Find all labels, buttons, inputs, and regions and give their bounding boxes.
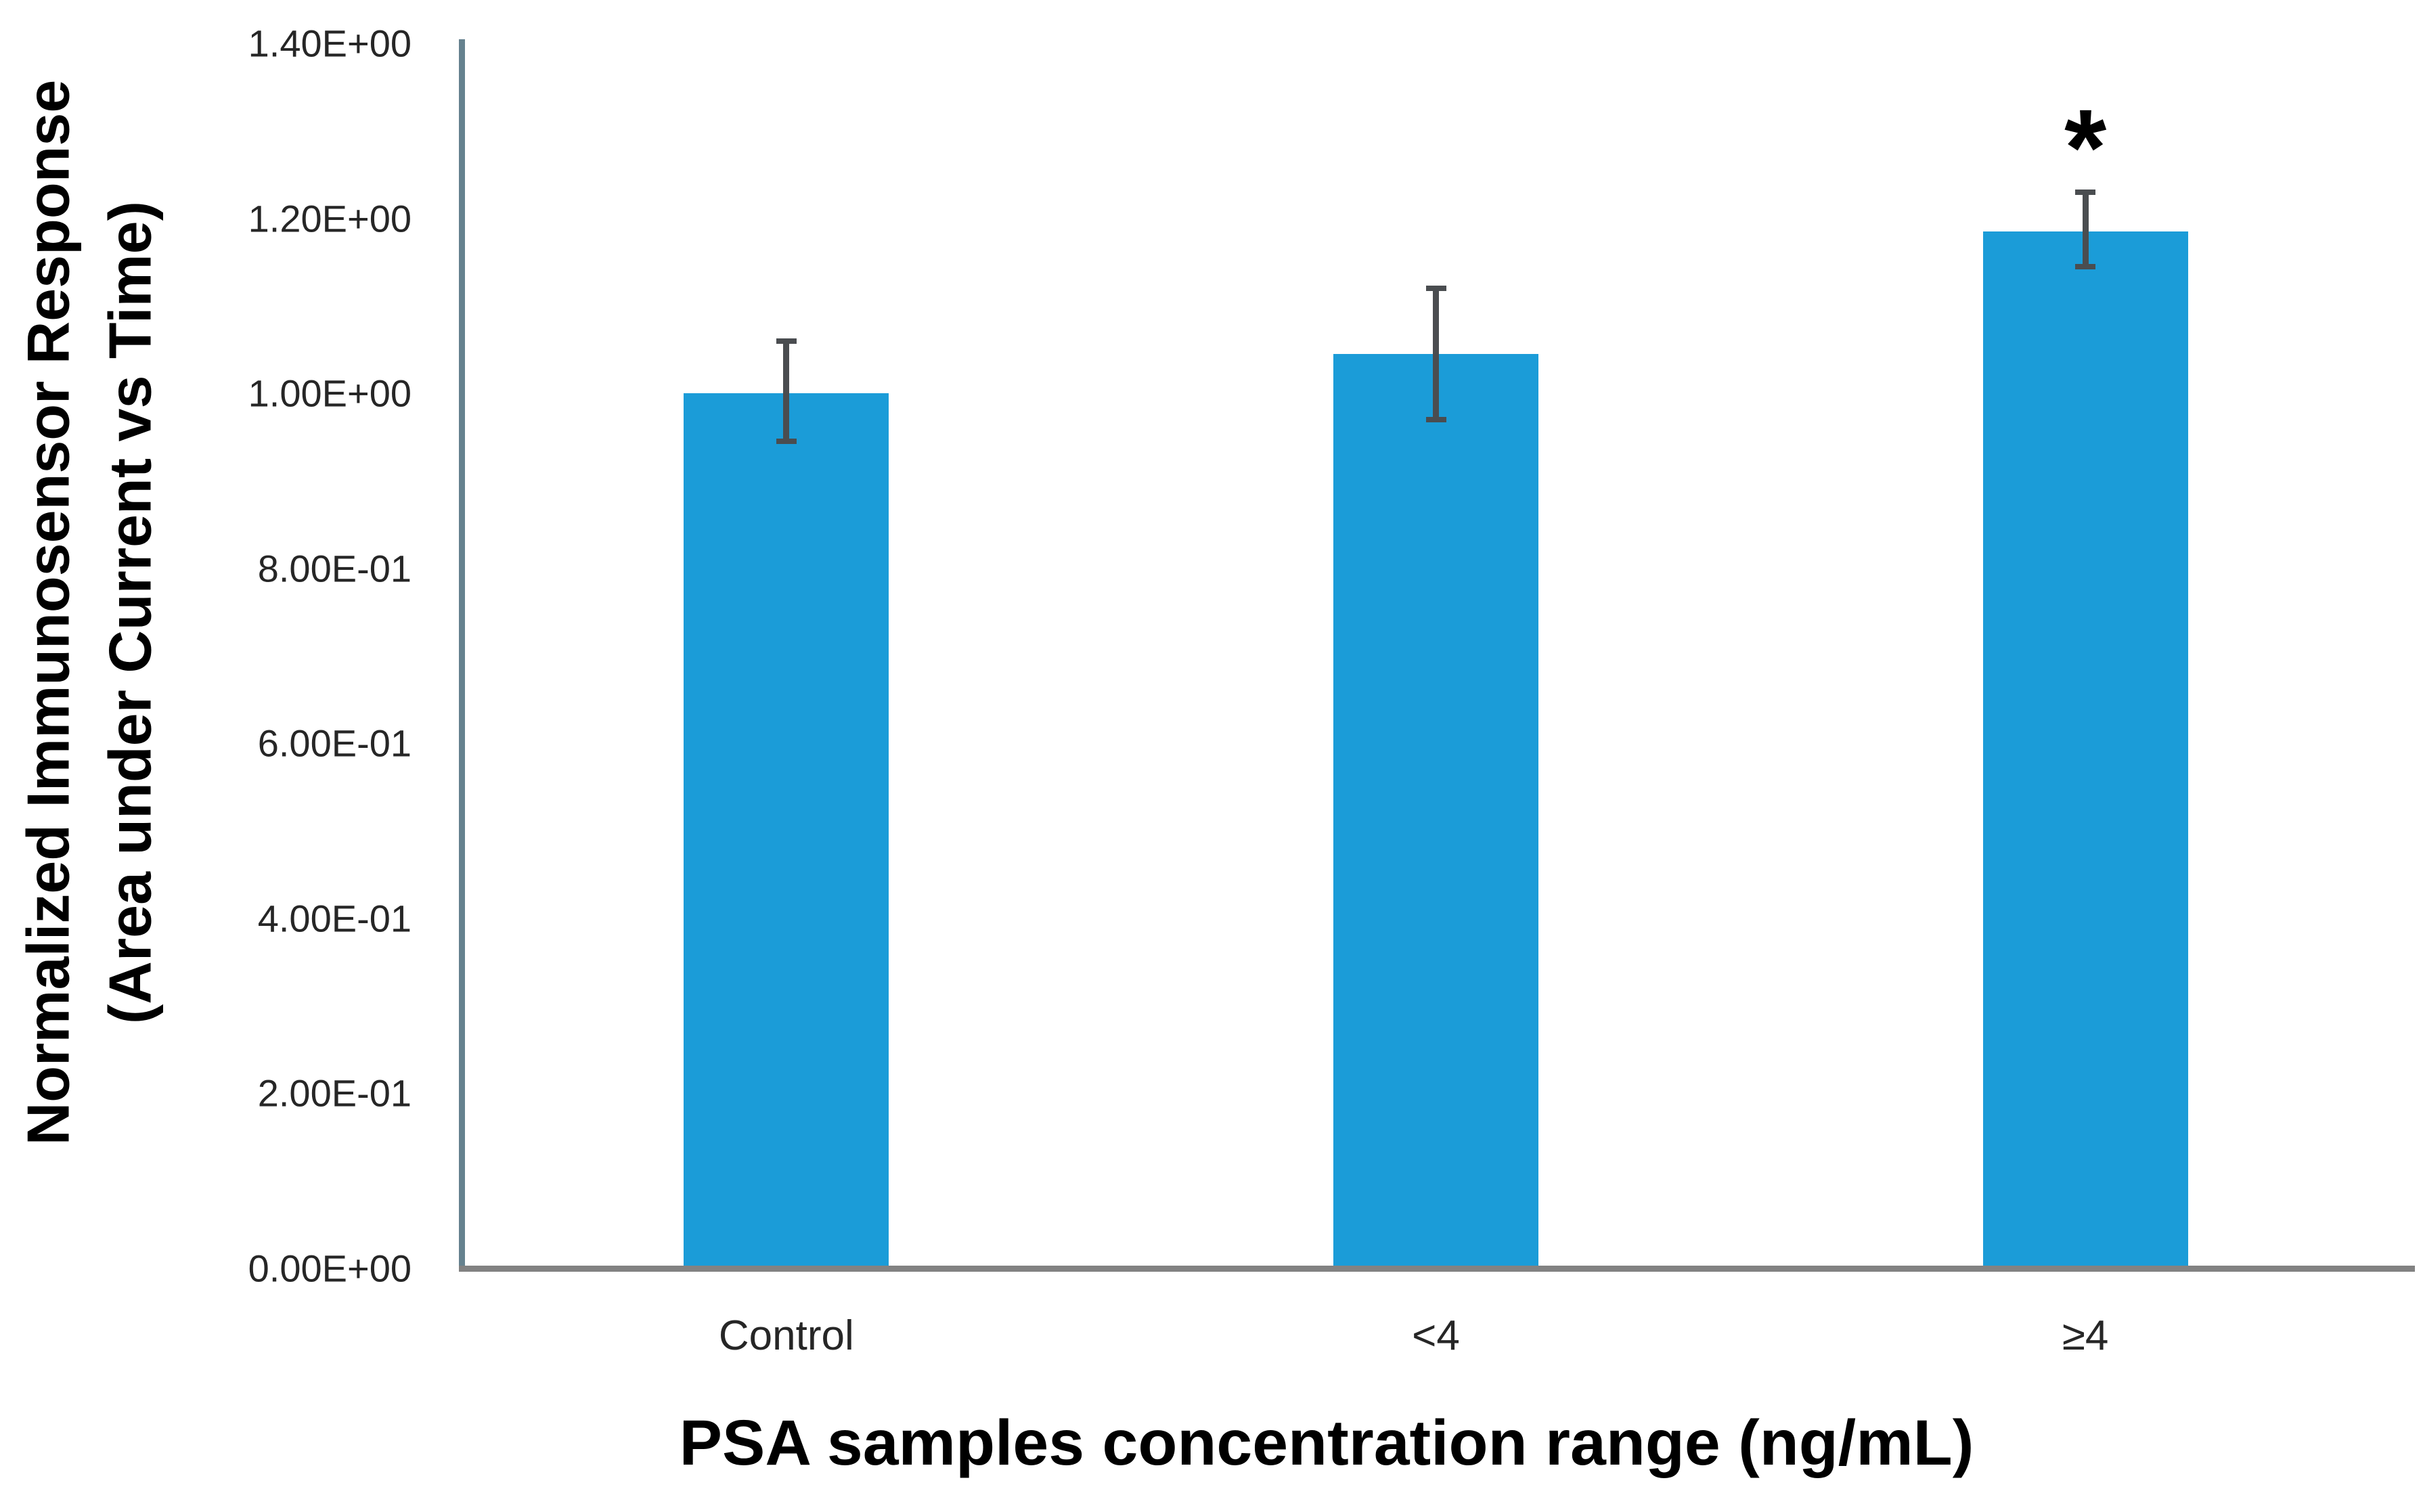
error-bar xyxy=(2082,192,2089,267)
y-tick-label: 2.00E-01 xyxy=(257,1071,412,1115)
error-bar-bottom-cap xyxy=(1425,416,1446,422)
y-tick-label: 4.00E-01 xyxy=(257,897,412,940)
bar xyxy=(684,393,889,1268)
x-category-label: <4 xyxy=(1412,1312,1460,1359)
significance-asterisk: * xyxy=(2064,87,2107,208)
y-tick-label: 1.00E+00 xyxy=(248,372,412,415)
error-bar-top-cap xyxy=(2075,189,2096,195)
x-category-label: ≥4 xyxy=(2062,1312,2109,1359)
x-category-label: Control xyxy=(718,1312,854,1359)
error-bar-bottom-cap xyxy=(776,439,797,445)
error-bar xyxy=(783,340,790,442)
y-tick-label: 1.20E+00 xyxy=(248,197,412,240)
error-bar-top-cap xyxy=(1425,286,1446,291)
y-axis-line xyxy=(459,39,465,1271)
error-bar-top-cap xyxy=(776,338,797,344)
bar xyxy=(1333,353,1538,1268)
error-bar xyxy=(1433,288,1439,420)
x-axis-line xyxy=(459,1266,2415,1272)
y-tick-label: 0.00E+00 xyxy=(248,1247,412,1290)
error-bar-bottom-cap xyxy=(2075,263,2096,269)
x-axis-title: PSA samples concentration range (ng/mL) xyxy=(679,1407,1974,1479)
y-tick-label: 6.00E-01 xyxy=(257,721,412,765)
y-tick-label: 8.00E-01 xyxy=(257,547,412,590)
bar xyxy=(1982,231,2188,1268)
y-tick-label: 1.40E+00 xyxy=(248,22,412,65)
